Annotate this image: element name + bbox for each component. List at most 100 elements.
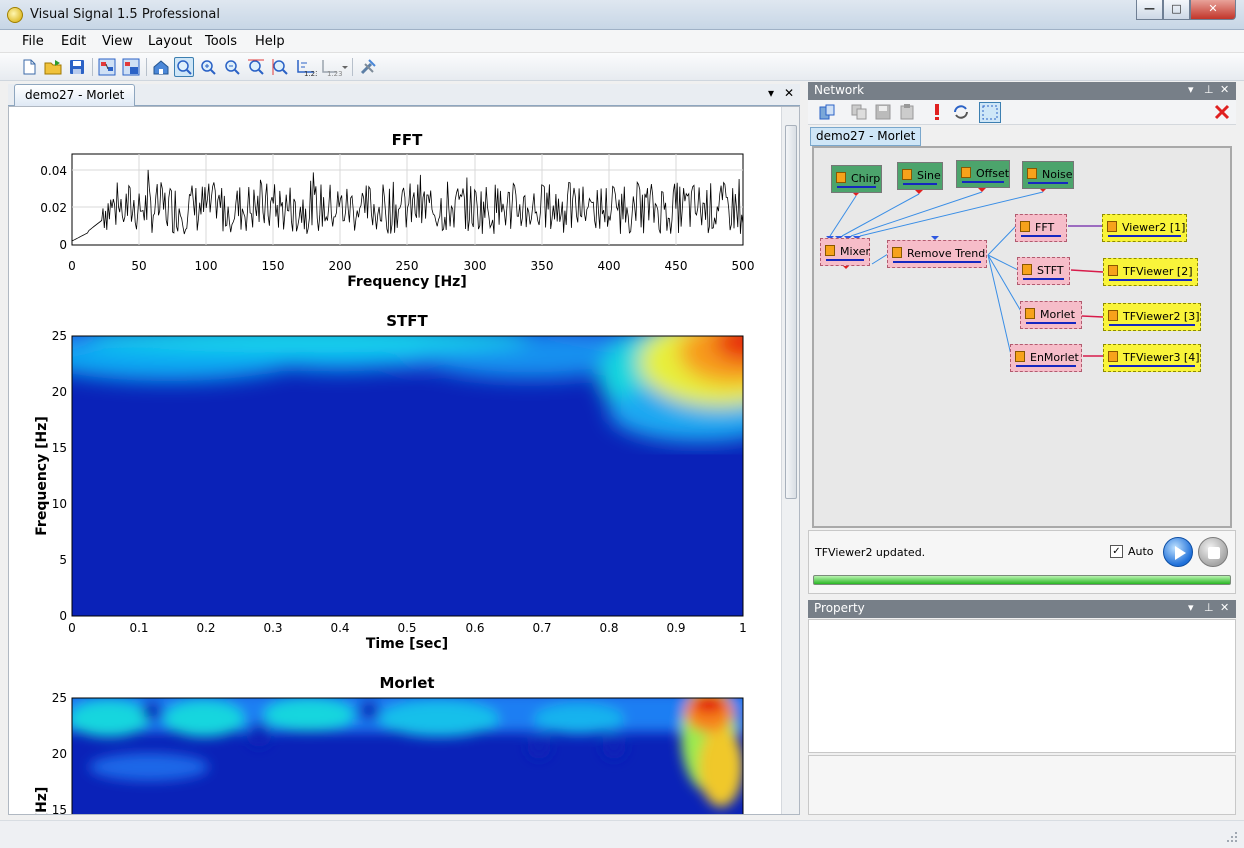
copy-icon[interactable]	[850, 103, 868, 121]
new-icon[interactable]	[19, 57, 39, 77]
add-module-icon[interactable]	[818, 103, 836, 121]
node-mixer[interactable]: Mixer	[820, 238, 870, 266]
node-tfviewer[interactable]: TFViewer [2]	[1103, 258, 1198, 286]
stft-xtick: 1	[739, 621, 747, 635]
tick-dropdown-icon[interactable]: 1.23	[320, 57, 348, 78]
network-toolbar	[808, 100, 1236, 125]
menu-file[interactable]: File	[22, 34, 44, 49]
node-enmorlet[interactable]: EnMorlet	[1010, 344, 1082, 372]
network-links	[826, 188, 1104, 357]
app-icon	[7, 7, 23, 23]
tools-icon[interactable]	[358, 57, 378, 77]
fft-title: FFT	[392, 131, 423, 149]
delete-icon[interactable]	[1213, 103, 1231, 121]
menu-edit[interactable]: Edit	[61, 34, 87, 49]
stop-icon	[1208, 547, 1220, 559]
fft-y-ticks: 0 0.02 0.04	[40, 164, 67, 252]
morlet-heatmap	[72, 698, 743, 814]
network-panel-dropdown[interactable]: ▾	[1188, 83, 1194, 96]
resize-grip-icon[interactable]	[1226, 831, 1238, 843]
run-button[interactable]	[1163, 537, 1193, 567]
network-icon[interactable]	[97, 57, 117, 77]
tab-list-dropdown[interactable]: ▾	[768, 86, 775, 100]
node-morlet[interactable]: Morlet	[1020, 301, 1082, 329]
select-mode-icon[interactable]	[979, 102, 1001, 123]
main-toolbar: 1.23 1.23	[0, 53, 1244, 81]
plot-canvas: FFT 0 50 100 150 200 250 300 350 400 450…	[8, 106, 800, 815]
network-save-icon[interactable]	[121, 57, 141, 77]
property-panel-close[interactable]: ✕	[1220, 601, 1230, 614]
property-panel-title: Property	[814, 601, 865, 615]
document-scrollbar[interactable]	[781, 107, 799, 814]
zoom-out-icon[interactable]	[222, 57, 242, 77]
stft-xtick: 0.8	[599, 621, 618, 635]
property-panel-pin[interactable]: ⊥	[1204, 601, 1214, 614]
property-panel-header: Property ▾ ⊥ ✕	[808, 600, 1236, 618]
svg-text:1.23: 1.23	[327, 70, 343, 77]
node-fft[interactable]: FFT	[1015, 214, 1067, 242]
zoom-area-icon[interactable]	[174, 57, 194, 77]
menu-view[interactable]: View	[102, 34, 133, 49]
fft-ytick: 0.02	[40, 201, 67, 215]
node-sine[interactable]: Sine	[897, 162, 943, 190]
alert-icon[interactable]	[928, 103, 946, 121]
plots-svg: FFT 0 50 100 150 200 250 300 350 400 450…	[34, 131, 755, 814]
stft-xtick: 0.1	[129, 621, 148, 635]
morlet-ylabel: [Hz]	[34, 787, 50, 814]
tab-close-button[interactable]: ✕	[784, 86, 795, 100]
fft-xtick: 50	[131, 259, 146, 273]
network-canvas[interactable]: Chirp Sine Offset Noise Mixer Remove Tre…	[812, 146, 1232, 528]
node-tfviewer3[interactable]: TFViewer3 [4]	[1103, 344, 1201, 372]
stft-x-ticks: 0 0.1 0.2 0.3 0.4 0.5 0.6 0.7 0.8 0.9 1	[68, 621, 747, 635]
node-tfviewer2[interactable]: TFViewer2 [3]	[1103, 303, 1201, 331]
zoom-x-icon[interactable]	[246, 57, 266, 77]
save-network-icon[interactable]	[874, 103, 892, 121]
network-panel-pin[interactable]: ⊥	[1204, 83, 1214, 96]
property-grid[interactable]	[808, 619, 1236, 753]
menu-help[interactable]: Help	[255, 34, 285, 49]
document-tab-bar: demo27 - Morlet ▾ ✕	[8, 84, 800, 106]
fft-ytick: 0	[59, 238, 67, 252]
stft-xtick: 0.5	[397, 621, 416, 635]
node-chirp[interactable]: Chirp	[831, 165, 882, 193]
refresh-icon[interactable]	[952, 103, 970, 121]
home-icon[interactable]	[151, 57, 171, 77]
node-remove-trend[interactable]: Remove Trend	[887, 240, 987, 268]
tick-icon[interactable]: 1.23	[295, 57, 320, 78]
stft-ytick: 20	[52, 385, 67, 399]
stft-ytick: 15	[52, 441, 67, 455]
node-viewer2[interactable]: Viewer2 [1]	[1102, 214, 1187, 242]
node-noise[interactable]: Noise	[1022, 161, 1074, 189]
stft-xtick: 0.6	[465, 621, 484, 635]
maximize-button[interactable]: □	[1163, 0, 1190, 20]
fft-xtick: 500	[732, 259, 755, 273]
scrollbar-thumb[interactable]	[785, 125, 797, 499]
save-icon[interactable]	[67, 57, 87, 77]
morlet-y-ticks: 15 20 25	[52, 691, 67, 814]
stop-button[interactable]	[1198, 537, 1228, 567]
stft-heatmap	[72, 336, 743, 616]
stft-ytick: 25	[52, 329, 67, 343]
menu-layout[interactable]: Layout	[148, 34, 193, 49]
open-icon[interactable]	[43, 57, 63, 77]
fft-xtick: 300	[464, 259, 487, 273]
fft-xtick: 200	[329, 259, 352, 273]
paste-icon[interactable]	[898, 103, 916, 121]
close-button[interactable]: ✕	[1190, 0, 1236, 20]
morlet-ytick: 20	[52, 747, 67, 761]
minimize-button[interactable]: —	[1136, 0, 1163, 20]
node-offset[interactable]: Offset	[956, 160, 1010, 188]
fft-xtick: 100	[195, 259, 218, 273]
menu-tools[interactable]: Tools	[205, 34, 238, 49]
node-stft[interactable]: STFT	[1017, 257, 1070, 285]
network-tab-demo27[interactable]: demo27 - Morlet	[810, 127, 922, 146]
fft-xlabel: Frequency [Hz]	[347, 274, 466, 290]
property-panel-dropdown[interactable]: ▾	[1188, 601, 1194, 614]
fft-ytick: 0.04	[40, 164, 67, 178]
zoom-in-icon[interactable]	[198, 57, 218, 77]
network-panel-close[interactable]: ✕	[1220, 83, 1230, 96]
auto-checkbox[interactable]: ✓	[1110, 545, 1123, 558]
tab-demo27-morlet[interactable]: demo27 - Morlet	[14, 84, 136, 106]
zoom-y-icon[interactable]	[270, 57, 290, 77]
menu-bar: File Edit View Layout Tools Help	[0, 30, 1244, 53]
